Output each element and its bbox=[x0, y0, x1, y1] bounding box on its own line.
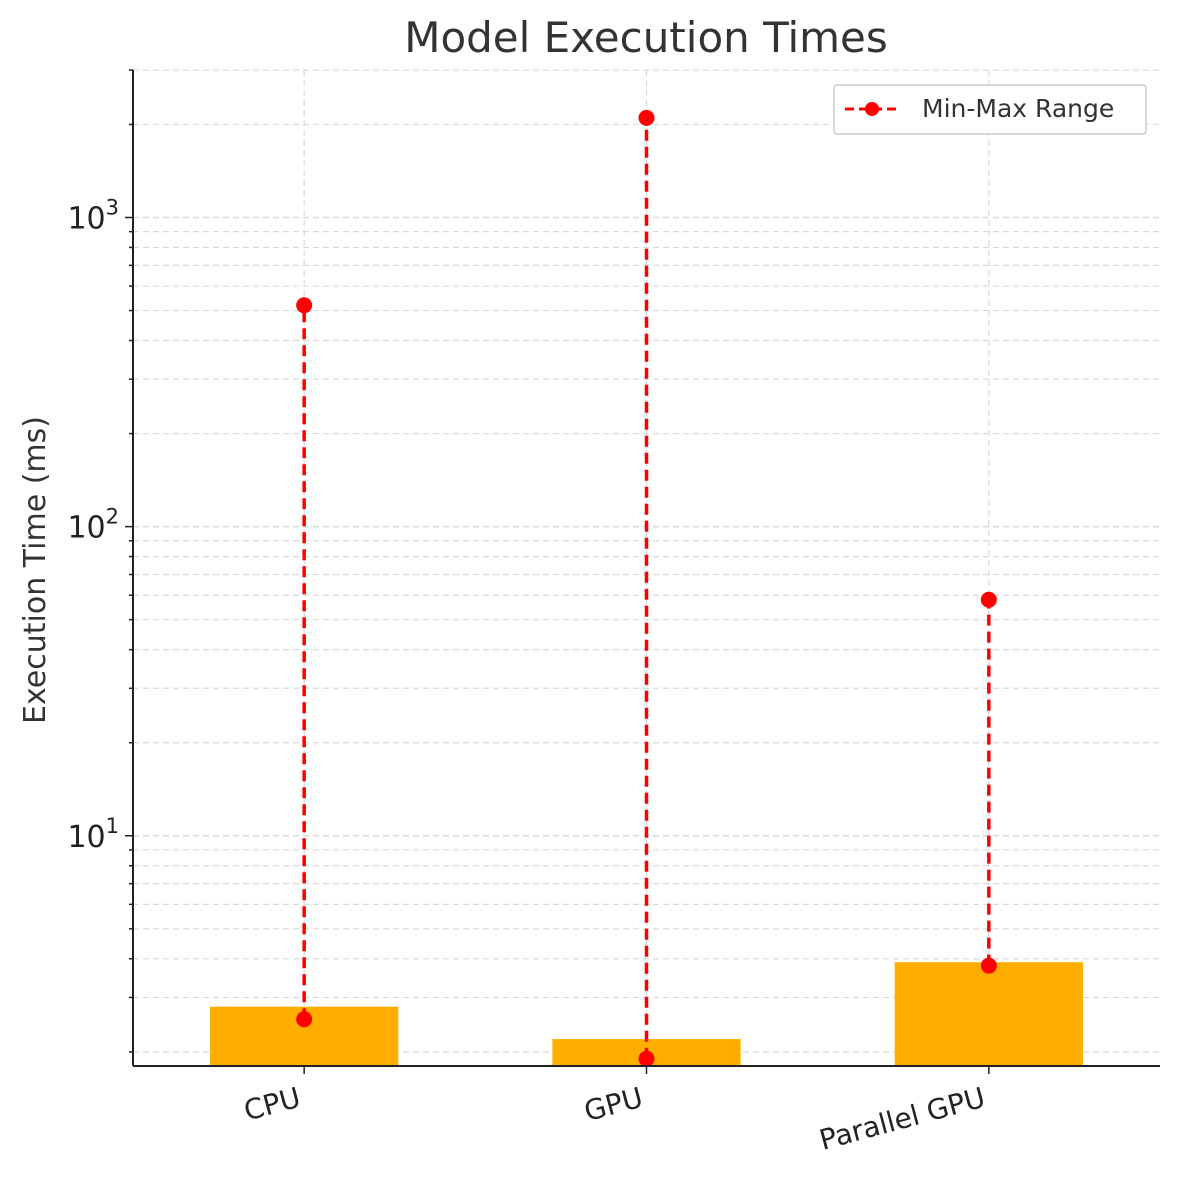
y-tick-exponent: 2 bbox=[106, 505, 119, 529]
y-tick-label: 103 bbox=[67, 195, 119, 236]
range-max-marker bbox=[980, 591, 997, 608]
y-tick-base: 10 bbox=[67, 820, 105, 855]
range-min-marker bbox=[980, 957, 997, 974]
chart-title: Model Execution Times bbox=[404, 13, 888, 62]
y-tick-base: 10 bbox=[67, 511, 105, 546]
y-tick-exponent: 1 bbox=[106, 814, 119, 838]
y-tick-label: 101 bbox=[67, 814, 119, 855]
bars bbox=[210, 962, 1083, 1066]
bar-parallel-gpu bbox=[894, 962, 1083, 1066]
y-axis-label: Execution Time (ms) bbox=[18, 416, 53, 724]
min-max-ranges bbox=[296, 109, 997, 1067]
y-tick-label: 102 bbox=[67, 505, 119, 546]
range-min-marker bbox=[296, 1011, 313, 1028]
legend-box bbox=[833, 84, 1147, 135]
range-min-marker bbox=[638, 1050, 655, 1067]
x-tick-label: CPU bbox=[240, 1081, 304, 1128]
legend-label: Min-Max Range bbox=[922, 94, 1114, 123]
range-max-marker bbox=[638, 109, 655, 126]
x-tick-label: GPU bbox=[581, 1081, 647, 1128]
range-max-marker bbox=[296, 297, 313, 314]
x-tick-label: Parallel GPU bbox=[816, 1081, 989, 1157]
y-tick-exponent: 3 bbox=[106, 195, 119, 219]
legend-marker bbox=[865, 102, 879, 116]
legend: Min-Max Range bbox=[833, 84, 1147, 135]
y-tick-base: 10 bbox=[67, 201, 105, 236]
